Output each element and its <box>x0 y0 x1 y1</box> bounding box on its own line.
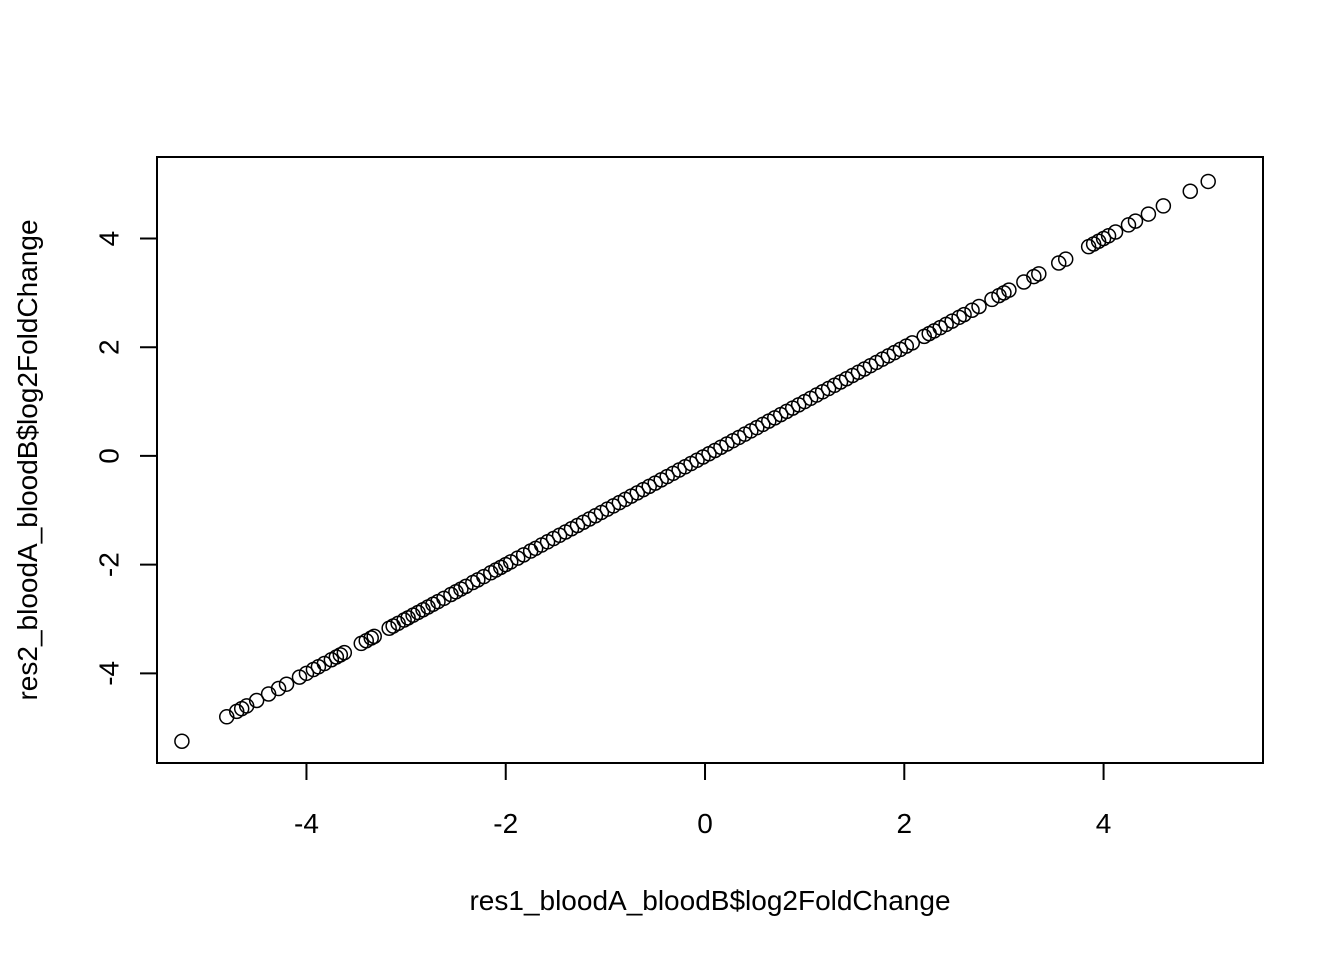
data-point <box>1182 183 1199 199</box>
data-point <box>218 709 235 725</box>
x-axis: -4 -2 0 2 4 <box>294 762 1112 839</box>
data-point <box>363 630 379 646</box>
y-tick-label: 0 <box>94 448 125 464</box>
x-tick-label: 0 <box>697 808 713 839</box>
data-point <box>366 628 382 645</box>
data-point <box>1107 224 1124 240</box>
x-tick-label: 2 <box>897 808 913 839</box>
data-point <box>1057 251 1074 267</box>
y-axis-label: res2_bloodA_bloodB$log2FoldChange <box>12 219 43 700</box>
data-point <box>260 686 277 702</box>
y-axis: -4 -2 0 2 4 <box>94 231 158 686</box>
data-point <box>238 698 255 714</box>
data-point <box>278 676 295 692</box>
y-tick-label: -2 <box>94 552 125 577</box>
y-tick-label: 2 <box>94 339 125 355</box>
data-point <box>174 733 190 750</box>
data-point <box>248 692 265 709</box>
x-tick-label: -4 <box>294 808 319 839</box>
y-tick-label: 4 <box>94 231 125 247</box>
data-point <box>904 335 921 351</box>
data-point <box>971 298 987 315</box>
data-point <box>336 644 353 661</box>
data-point <box>1016 274 1032 290</box>
y-tick-label: -4 <box>94 661 125 686</box>
data-points <box>174 173 1216 750</box>
data-point <box>1140 206 1157 222</box>
data-point <box>1155 198 1172 214</box>
data-point <box>1001 282 1017 298</box>
data-point <box>1127 213 1144 229</box>
data-point <box>1031 266 1047 282</box>
data-point <box>956 306 972 323</box>
data-point <box>270 680 287 697</box>
x-tick-label: -2 <box>493 808 518 839</box>
data-point <box>1200 173 1216 190</box>
x-tick-label: 4 <box>1096 808 1112 839</box>
x-axis-label: res1_bloodA_bloodB$log2FoldChange <box>469 885 950 916</box>
